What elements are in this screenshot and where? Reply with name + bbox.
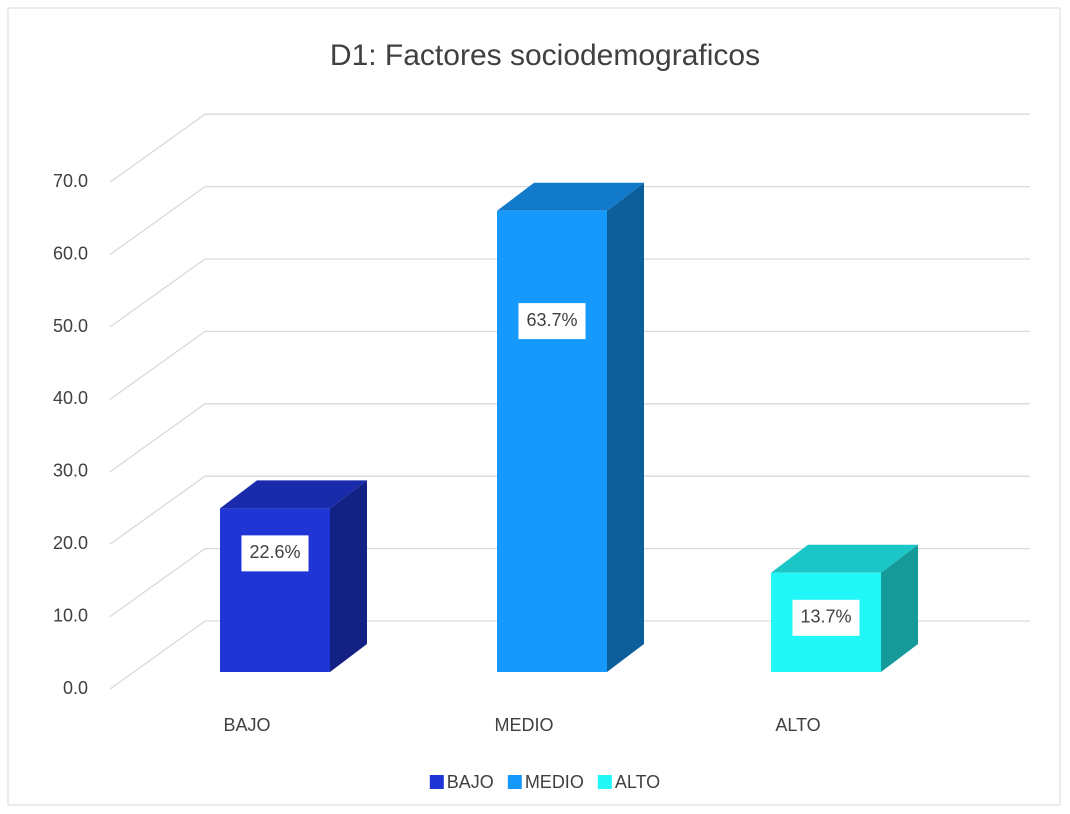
grid-line-floor [109, 113, 206, 183]
y-tick-label: 50.0 [53, 316, 88, 336]
bar-top [497, 182, 644, 211]
data-label-box [792, 599, 860, 636]
data-label-box [518, 303, 586, 340]
y-tick-label: 0.0 [63, 678, 88, 698]
x-tick-label: MEDIO [494, 715, 553, 735]
legend-swatch [429, 775, 444, 789]
grid-line-floor [109, 475, 206, 545]
y-tick-label: 30.0 [53, 461, 88, 481]
bar-top [771, 544, 918, 573]
x-tick-label: BAJO [223, 715, 270, 735]
legend-label: BAJO [447, 772, 494, 792]
legend-swatch [507, 775, 522, 789]
x-tick-label: ALTO [775, 715, 820, 735]
grid-line-floor [109, 330, 206, 400]
grid-line-floor [109, 548, 206, 618]
data-label: 13.7% [800, 607, 851, 627]
chart-title: D1: Factores sociodemograficos [330, 39, 760, 72]
legend-label: ALTO [615, 772, 660, 792]
bar-top [220, 480, 367, 509]
y-tick-label: 70.0 [53, 171, 88, 191]
data-label-box [241, 535, 309, 572]
data-label: 63.7% [526, 310, 577, 330]
bar-side [330, 480, 367, 672]
bar [220, 508, 330, 672]
grid-line-floor [109, 186, 206, 256]
grid-line-floor [109, 620, 206, 690]
grid-line-floor [109, 258, 206, 328]
data-label: 22.6% [249, 542, 300, 562]
legend-label: MEDIO [525, 772, 584, 792]
y-tick-label: 10.0 [53, 605, 88, 625]
y-tick-label: 20.0 [53, 533, 88, 553]
bar-side [881, 544, 918, 672]
grid-line-floor [109, 403, 206, 473]
bar [497, 210, 607, 672]
y-tick-label: 60.0 [53, 243, 88, 263]
bar-side [607, 182, 644, 672]
legend-swatch [597, 775, 612, 789]
y-tick-label: 40.0 [53, 388, 88, 408]
